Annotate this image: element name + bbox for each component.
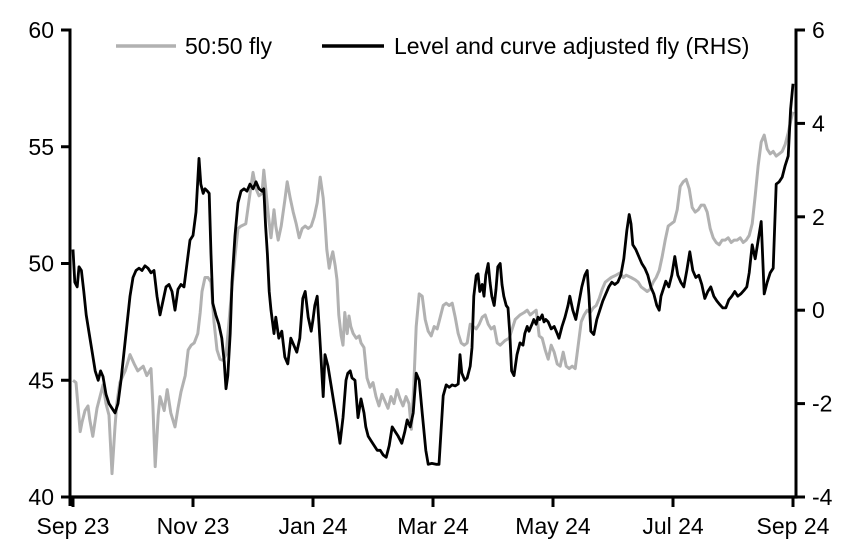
right-axis-tick-label: 2: [812, 204, 825, 230]
legend-label: Level and curve adjusted fly (RHS): [394, 33, 749, 59]
series-line-level-and-curve-adjusted-fly-rhs: [71, 83, 795, 466]
x-axis-tick-label: Jan 24: [278, 513, 347, 539]
left-axis-tick-label: 40: [28, 484, 54, 510]
series-line-50-50-fly: [72, 111, 795, 476]
left-axis-tick-label: 60: [28, 17, 54, 43]
right-axis-tick-label: -4: [812, 484, 833, 510]
x-axis-tick-label: Sep 24: [757, 513, 830, 539]
x-axis-tick-label: Jul 24: [642, 513, 704, 539]
x-axis-tick-label: May 24: [515, 513, 591, 539]
left-axis-tick-label: 50: [28, 251, 54, 277]
legend-label: 50:50 fly: [185, 33, 272, 59]
x-axis-tick-label: Mar 24: [397, 513, 469, 539]
right-axis-tick-label: -2: [812, 391, 832, 417]
left-axis-tick-label: 55: [28, 134, 54, 160]
x-axis-tick-label: Nov 23: [157, 513, 230, 539]
right-axis-tick-label: 0: [812, 297, 825, 323]
left-axis-tick-label: 45: [28, 367, 54, 393]
legend: 50:50 fly Level and curve adjusted fly (R…: [116, 33, 749, 59]
right-axis-tick-label: 4: [812, 110, 825, 136]
x-axis-tick-label: Sep 23: [37, 513, 110, 539]
right-axis-tick-label: 6: [812, 17, 825, 43]
legend-entry: Level and curve adjusted fly (RHS): [322, 33, 749, 59]
legend-entry: 50:50 fly: [116, 33, 272, 59]
